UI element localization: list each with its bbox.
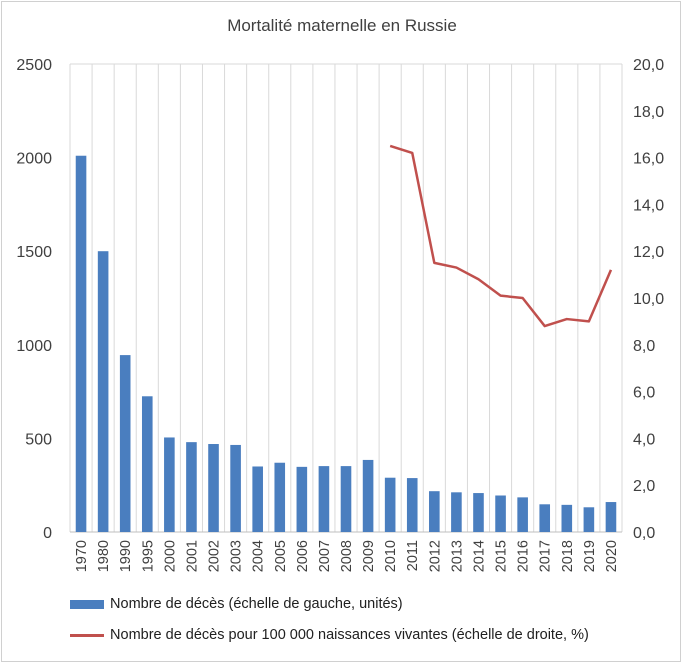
bar xyxy=(605,502,617,532)
x-tick-label: 2011 xyxy=(405,540,421,571)
bar xyxy=(539,504,551,532)
bar xyxy=(362,459,374,532)
bar xyxy=(252,466,263,532)
chart-title: Mortalité maternelle en Russie xyxy=(227,16,457,35)
bar xyxy=(119,355,131,532)
x-tick-label: 2009 xyxy=(361,540,377,572)
x-tick-label: 2018 xyxy=(560,540,576,572)
y-right-tick-label: 16,0 xyxy=(633,151,664,168)
bar xyxy=(517,497,528,532)
y-right-tick-label: 2,0 xyxy=(633,478,655,495)
y-right-tick-label: 0,0 xyxy=(633,525,655,542)
y-left-tick-label: 1000 xyxy=(16,338,52,355)
y-right-tick-label: 12,0 xyxy=(633,244,664,261)
series-line xyxy=(389,144,613,328)
bar xyxy=(561,504,573,532)
bar xyxy=(406,478,418,532)
x-tick-label: 2007 xyxy=(317,540,333,572)
y-right-tick-label: 18,0 xyxy=(633,104,664,121)
bar xyxy=(495,495,506,532)
y-right-tick-label: 8,0 xyxy=(633,338,655,355)
x-tick-label: 2002 xyxy=(207,540,223,572)
x-tick-label: 2020 xyxy=(604,540,620,572)
bar xyxy=(186,442,197,532)
x-tick-label: 2016 xyxy=(516,540,532,572)
bar xyxy=(164,437,175,532)
x-tick-label: 2014 xyxy=(471,540,487,572)
bar xyxy=(274,462,286,532)
chart-plot: 0 500 1000 1500 2000 2500 0,0 2,0 4,0 6,0 8,0 10,0 1… xyxy=(16,57,664,572)
x-tick-label: 2017 xyxy=(538,540,554,572)
x-tick-label: 2004 xyxy=(251,540,267,572)
x-tick-label: 2010 xyxy=(383,540,399,572)
x-tick-label: 2005 xyxy=(273,540,289,572)
legend-swatch-line xyxy=(70,633,104,637)
x-tick-label: 2015 xyxy=(494,540,510,572)
y-left-tick-label: 2000 xyxy=(16,151,52,168)
bar xyxy=(384,477,396,532)
y-left-tick-label: 2500 xyxy=(16,57,52,74)
bar xyxy=(318,466,330,532)
x-tick-label: 2003 xyxy=(229,540,245,572)
y-right-tick-label: 14,0 xyxy=(633,197,664,214)
x-tick-label: 2012 xyxy=(427,540,443,572)
y-right-tick-label: 6,0 xyxy=(633,385,655,402)
x-tick-label: 2006 xyxy=(295,540,311,572)
bar xyxy=(296,466,308,532)
legend-swatch-bar xyxy=(70,599,104,609)
bar xyxy=(208,444,219,532)
y-right-tick-label: 10,0 xyxy=(633,291,664,308)
bar xyxy=(473,493,484,532)
bar xyxy=(75,155,87,532)
x-tick-label: 1970 xyxy=(74,540,90,572)
legend-label-bars: Nombre de décès (échelle de gauche, unit… xyxy=(110,596,403,612)
x-tick-label: 2013 xyxy=(449,540,465,572)
x-tick-label: 2019 xyxy=(582,540,598,572)
bar xyxy=(340,466,352,532)
y-left-tick-label: 500 xyxy=(25,431,52,448)
legend-item-line: Nombre de décès pour 100 000 naissances … xyxy=(70,627,589,643)
y-right-tick-label: 4,0 xyxy=(633,431,655,448)
x-tick-label: 2008 xyxy=(339,540,355,572)
legend-item-bars: Nombre de décès (échelle de gauche, unit… xyxy=(70,596,403,612)
x-tick-label: 1995 xyxy=(140,540,156,572)
bar xyxy=(97,251,109,532)
x-tick-label: 2000 xyxy=(162,540,178,572)
y-right-tick-label: 20,0 xyxy=(633,57,664,74)
x-tick-label: 1990 xyxy=(118,540,134,572)
legend-label-line: Nombre de décès pour 100 000 naissances … xyxy=(110,627,589,643)
bar xyxy=(429,491,440,532)
bar xyxy=(141,396,153,532)
x-tick-label: 2001 xyxy=(184,540,200,572)
y-left-tick-label: 1500 xyxy=(16,244,52,261)
bar xyxy=(451,492,462,532)
bar xyxy=(583,507,595,532)
y-left-tick-label: 0 xyxy=(43,525,52,542)
x-tick-label: 1980 xyxy=(96,540,112,572)
bar xyxy=(230,444,241,532)
